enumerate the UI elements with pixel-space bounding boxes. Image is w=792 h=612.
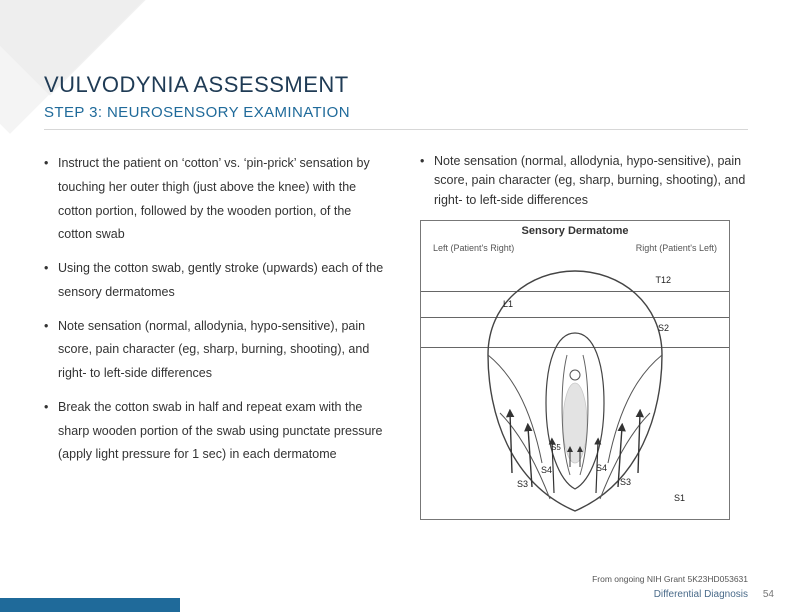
label-l1: L1 [503, 299, 513, 309]
anatomy-svg [470, 263, 680, 515]
list-item: Instruct the patient on ‘cotton’ vs. ‘pi… [44, 152, 384, 247]
left-column: Instruct the patient on ‘cotton’ vs. ‘pi… [44, 152, 384, 520]
title-rule [44, 129, 748, 130]
right-column: Note sensation (normal, allodynia, hypo-… [420, 152, 748, 520]
anatomy-diagram [470, 263, 680, 515]
slide: VULVODYNIA ASSESSMENT STEP 3: NEUROSENSO… [0, 0, 792, 612]
label-s1: S1 [674, 493, 685, 503]
content-area: VULVODYNIA ASSESSMENT STEP 3: NEUROSENSO… [44, 72, 748, 580]
page-number: 54 [763, 589, 774, 600]
two-column-layout: Instruct the patient on ‘cotton’ vs. ‘pi… [44, 152, 748, 520]
label-s2: S2 [658, 323, 669, 333]
page-subtitle: STEP 3: NEUROSENSORY EXAMINATION [44, 104, 748, 121]
page-title: VULVODYNIA ASSESSMENT [44, 72, 748, 98]
label-s4-left: S4 [541, 465, 552, 475]
list-item: Note sensation (normal, allodynia, hypo-… [44, 315, 384, 386]
label-s5: S5 [551, 443, 561, 452]
left-bullet-list: Instruct the patient on ‘cotton’ vs. ‘pi… [44, 152, 384, 467]
label-s3-right: S3 [620, 477, 631, 487]
label-s4-right: S4 [596, 463, 607, 473]
sensory-dermatome-figure: Sensory Dermatome Left (Patient's Right)… [420, 220, 730, 520]
label-s3-left: S3 [517, 479, 528, 489]
section-footer: Differential Diagnosis [654, 589, 748, 600]
figure-left-caption: Left (Patient's Right) [433, 243, 514, 253]
label-t12: T12 [655, 275, 671, 285]
right-bullet: Note sensation (normal, allodynia, hypo-… [420, 152, 748, 210]
footer-accent-bar [0, 598, 180, 612]
figure-right-caption: Right (Patient's Left) [636, 243, 717, 253]
list-item: Break the cotton swab in half and repeat… [44, 396, 384, 467]
list-item: Using the cotton swab, gently stroke (up… [44, 257, 384, 305]
figure-credit: From ongoing NIH Grant 5K23HD053631 [592, 574, 748, 584]
figure-title: Sensory Dermatome [421, 225, 729, 237]
